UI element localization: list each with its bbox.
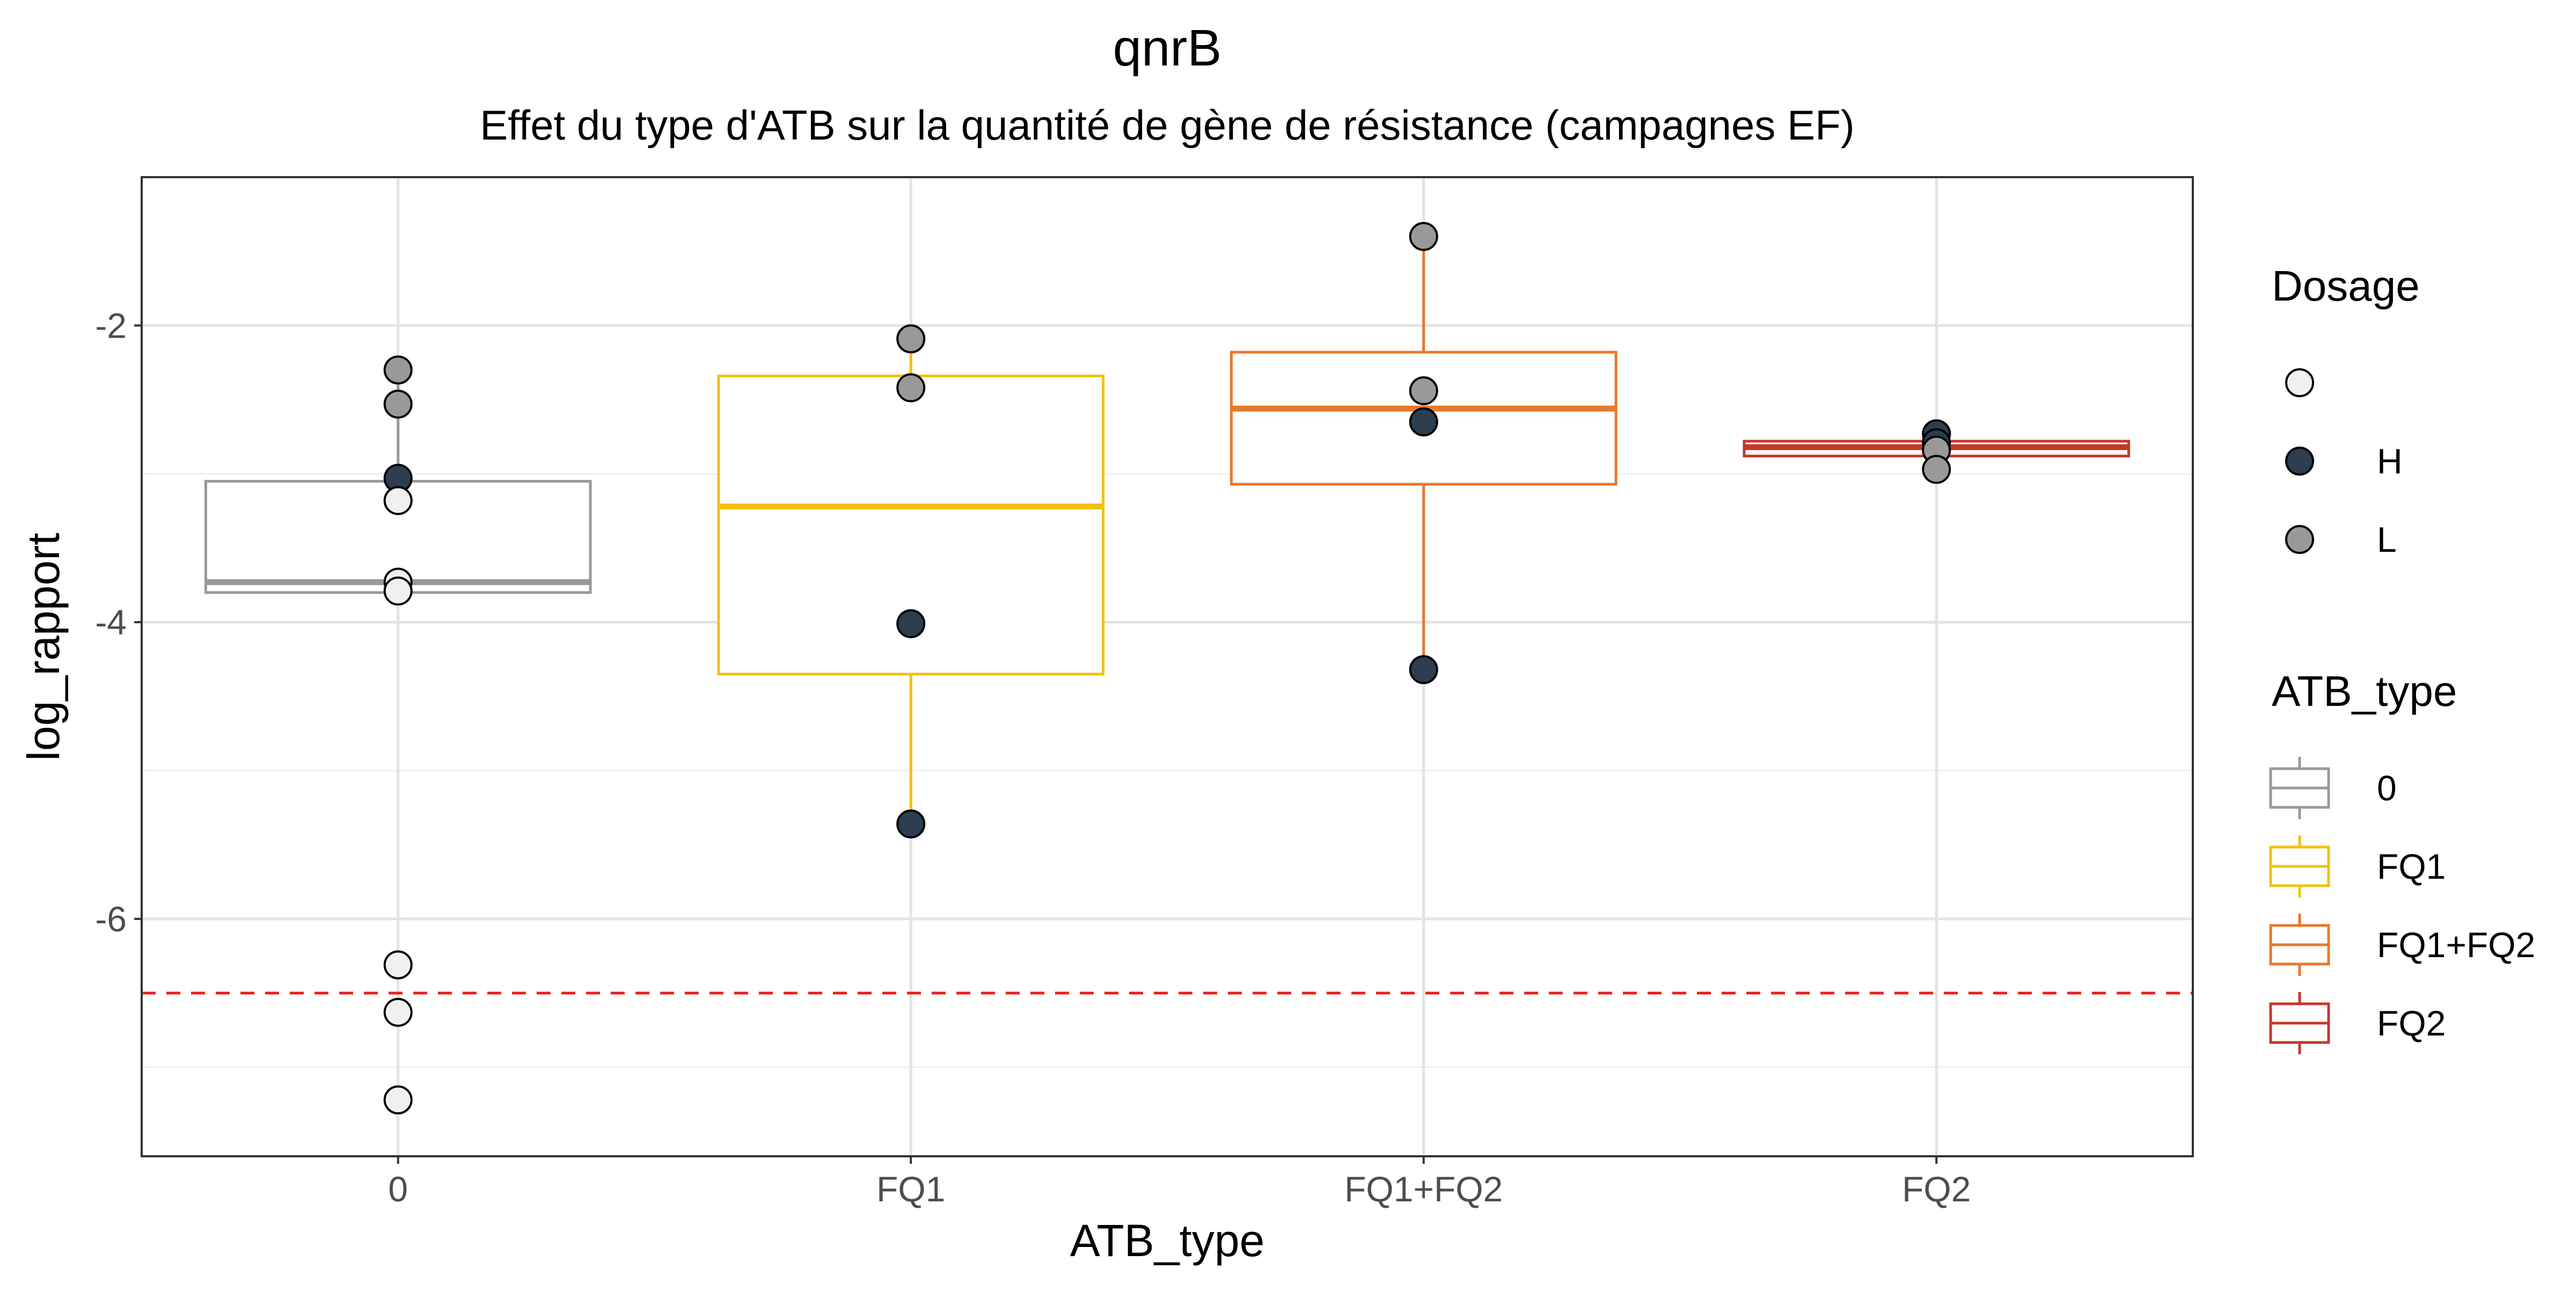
- legend-key-point: [2285, 447, 2314, 476]
- chart-subtitle: Effet du type d'ATB sur la quantité de g…: [480, 101, 1854, 149]
- data-point: [383, 1085, 413, 1114]
- legend-key-box: [2269, 992, 2330, 1054]
- legend-key-box: [2269, 835, 2330, 898]
- x-tick-label: FQ1: [876, 1169, 945, 1209]
- data-point: [383, 389, 413, 419]
- data-point: [383, 997, 413, 1027]
- data-point: [383, 950, 413, 980]
- chart-title: qnrB: [1113, 19, 1222, 77]
- x-axis-title: ATB_type: [1070, 1215, 1265, 1266]
- data-point: [896, 809, 926, 838]
- data-point: [896, 609, 926, 638]
- data-point: [896, 324, 926, 354]
- legend-label: 0: [2377, 768, 2397, 808]
- legend-label: H: [2377, 441, 2403, 481]
- legend-title: Dosage: [2272, 262, 2420, 310]
- data-point: [1922, 455, 1951, 484]
- y-tick-label: -2: [95, 305, 127, 345]
- data-point: [383, 486, 413, 515]
- legend-key-point: [2285, 525, 2314, 554]
- legend-label: FQ1+FQ2: [2377, 925, 2535, 965]
- y-tick-label: -4: [95, 602, 127, 642]
- x-tick-label: FQ2: [1902, 1169, 1971, 1209]
- data-point: [1409, 655, 1438, 684]
- legend-label: FQ1: [2377, 847, 2446, 886]
- plot-border: [141, 176, 2194, 1157]
- y-axis-title: log_rapport: [18, 533, 69, 761]
- plot-panel: [142, 177, 2193, 1156]
- legend-key-point: [2285, 368, 2314, 397]
- legend-dosage: Dosage HL: [2272, 262, 2420, 559]
- data-point: [896, 373, 926, 403]
- legend-area: Dosage HL ATB_type 0 FQ1 FQ1+FQ2 FQ2: [2269, 262, 2535, 1054]
- legend-title: ATB_type: [2272, 667, 2457, 715]
- legend-label: L: [2377, 520, 2397, 559]
- legend-label: FQ2: [2377, 1003, 2446, 1043]
- legend-atb-type: ATB_type 0 FQ1 FQ1+FQ2 FQ2: [2269, 667, 2535, 1054]
- plot-area: -6 -4 -2 0 FQ1 FQ1+FQ2 FQ2: [95, 176, 2194, 1209]
- data-point: [1409, 222, 1438, 251]
- data-point: [383, 577, 413, 606]
- y-tick-label: -6: [95, 899, 127, 939]
- x-tick-label: FQ1+FQ2: [1344, 1169, 1503, 1209]
- legend-key-box: [2269, 914, 2330, 976]
- legend-key-box: [2269, 757, 2330, 819]
- data-point: [1409, 407, 1438, 436]
- data-point: [1409, 376, 1438, 405]
- x-tick-label: 0: [388, 1169, 408, 1209]
- data-point: [383, 355, 413, 385]
